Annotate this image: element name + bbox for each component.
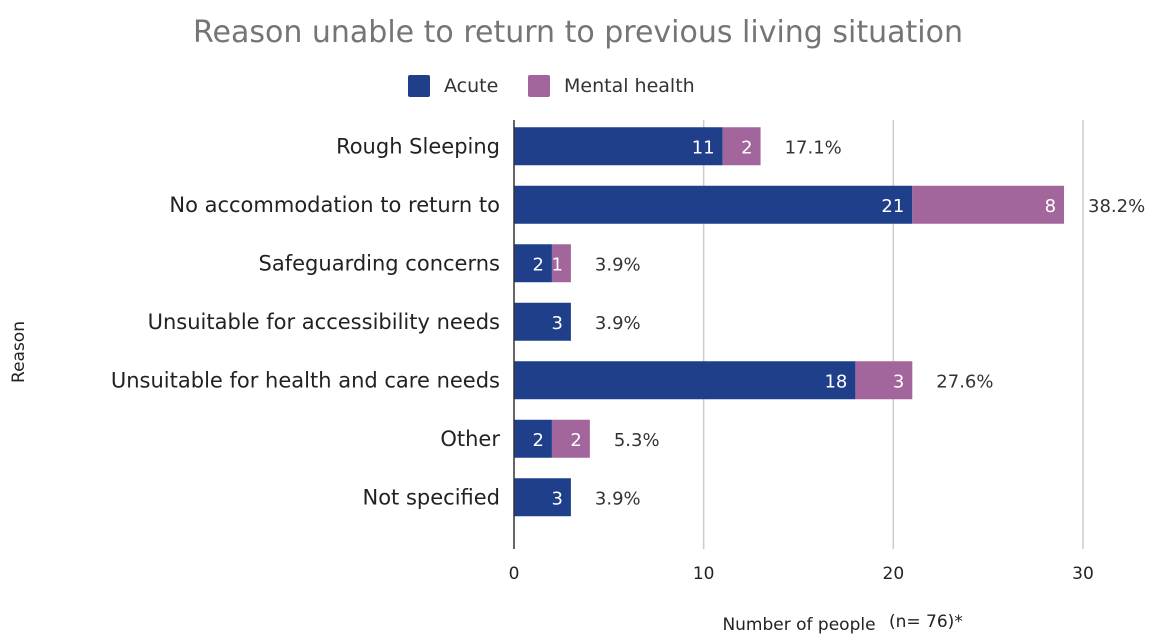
- bar-value-acute-no-accommodation-to-return-to: 21: [881, 196, 904, 217]
- bar-mental-health-other: [551, 419, 590, 458]
- category-label-safeguarding-concerns: Safeguarding concerns: [259, 251, 500, 275]
- bar-value-mental-health-rough-sleeping: 2: [741, 137, 752, 158]
- bar-value-acute-unsuitable-for-accessibility-needs: 3: [551, 313, 562, 334]
- bar-acute-unsuitable-for-health-and-care-needs: [514, 361, 856, 400]
- x-axis-title: Number of people: [722, 615, 875, 634]
- bar-value-mental-health-safeguarding-concerns: 1: [551, 254, 562, 275]
- bar-acute-no-accommodation-to-return-to: [514, 185, 913, 224]
- bar-value-acute-other: 2: [532, 430, 543, 451]
- bar-mental-health-safeguarding-concerns: [551, 244, 571, 283]
- bar-value-mental-health-unsuitable-for-health-and-care-needs: 3: [893, 371, 904, 392]
- category-label-unsuitable-for-health-and-care-needs: Unsuitable for health and care needs: [111, 368, 500, 392]
- x-tick-label-30: 30: [1072, 564, 1094, 584]
- category-label-other: Other: [440, 427, 500, 451]
- category-labels: Rough Sleeping No accommodation to return…: [111, 134, 500, 509]
- bar-value-acute-safeguarding-concerns: 2: [532, 254, 543, 275]
- x-tick-label-0: 0: [509, 564, 520, 584]
- x-tick-label-20: 20: [883, 564, 905, 584]
- category-label-not-specified: Not specified: [362, 485, 500, 509]
- category-label-no-accommodation-to-return-to: No accommodation to return to: [169, 193, 500, 217]
- legend-label-mental-health: Mental health: [564, 75, 695, 97]
- bar-acute-other: [514, 419, 552, 458]
- chart-title: Reason unable to return to previous livi…: [193, 15, 963, 50]
- bar-value-acute-rough-sleeping: 11: [692, 137, 715, 158]
- y-axis-title: Reason: [9, 321, 29, 383]
- gridlines: [702, 120, 1084, 549]
- percentage-label-unsuitable-for-health-and-care-needs: 27.6%: [936, 371, 993, 392]
- percentage-label-not-specified: 3.9%: [595, 488, 641, 509]
- legend-swatch-mental-health: [528, 75, 550, 97]
- bar-acute-safeguarding-concerns: [514, 244, 552, 283]
- percentage-labels: 17.1% 38.2% 3.9% 3.9% 27.6% 5.3% 3.9%: [595, 137, 1145, 509]
- legend-label-acute: Acute: [444, 75, 498, 97]
- category-label-unsuitable-for-accessibility-needs: Unsuitable for accessibility needs: [148, 310, 500, 334]
- percentage-label-other: 5.3%: [614, 430, 660, 451]
- percentage-label-no-accommodation-to-return-to: 38.2%: [1088, 196, 1145, 217]
- percentage-label-rough-sleeping: 17.1%: [785, 137, 842, 158]
- category-label-rough-sleeping: Rough Sleeping: [336, 134, 500, 158]
- bar-mental-health-no-accommodation-to-return-to: [912, 185, 1065, 224]
- bar-acute-unsuitable-for-accessibility-needs: [514, 302, 571, 341]
- x-tick-label-10: 10: [693, 564, 715, 584]
- percentage-label-unsuitable-for-accessibility-needs: 3.9%: [595, 313, 641, 334]
- x-tick-labels: 0 10 20 30: [509, 564, 1094, 584]
- bar-mental-health-unsuitable-for-health-and-care-needs: [855, 361, 913, 400]
- sample-size-note: (n= 76)*: [889, 612, 963, 632]
- bar-value-acute-not-specified: 3: [551, 488, 562, 509]
- bar-acute-not-specified: [514, 478, 571, 517]
- bar-value-mental-health-no-accommodation-to-return-to: 8: [1045, 196, 1056, 217]
- bar-mental-health-rough-sleeping: [722, 127, 761, 166]
- legend: Acute Mental health: [408, 75, 695, 97]
- legend-swatch-acute: [408, 75, 430, 97]
- percentage-label-safeguarding-concerns: 3.9%: [595, 254, 641, 275]
- bar-acute-rough-sleeping: [514, 127, 723, 166]
- bar-value-acute-unsuitable-for-health-and-care-needs: 18: [824, 371, 847, 392]
- bar-value-mental-health-other: 2: [570, 430, 581, 451]
